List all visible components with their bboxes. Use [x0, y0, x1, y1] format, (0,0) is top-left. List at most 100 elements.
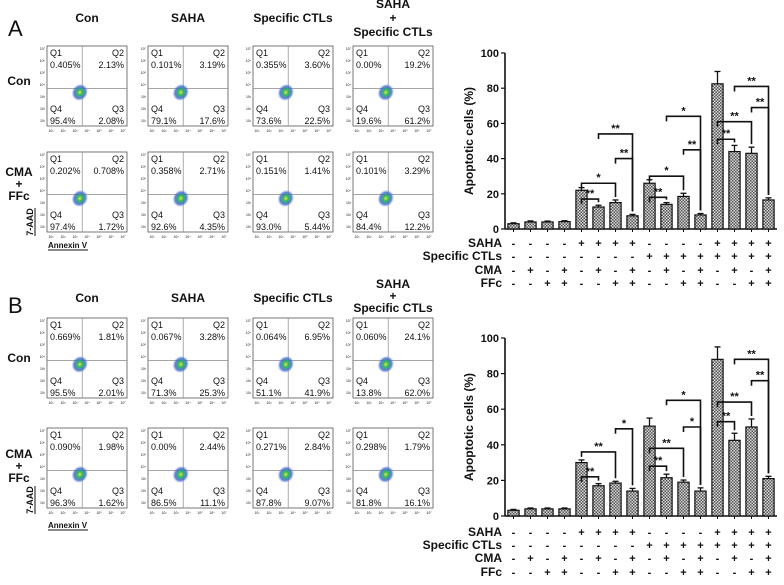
y-tick-label: 10³ [346, 477, 352, 481]
y-tick-label: 10⁵ [141, 177, 147, 181]
x-tick-label: 10⁵ [302, 511, 308, 515]
condition-sign: - [648, 278, 652, 290]
quadrant-value: 0.298% [356, 442, 387, 452]
x-tick-label: 10⁶ [314, 129, 320, 133]
flow-plot: Q1 0.355% Q2 3.60% Q4 73.6% Q3 22.5% 10¹ 10¹ 10² 10… [246, 45, 334, 133]
condition-sign: + [561, 278, 567, 290]
bar [592, 206, 605, 230]
y-tick-label: 10⁷ [346, 319, 352, 323]
quadrant-value: 1.41% [304, 166, 330, 176]
quadrant-label: Q1 [50, 320, 62, 330]
flow-plot: Q1 0.064% Q2 6.95% Q4 51.1% Q3 41.9% 10¹ 10¹ 10² 10… [246, 317, 334, 405]
quadrant-label: Q1 [356, 430, 368, 440]
y-tick-label: 10⁴ [141, 355, 147, 359]
quadrant-value: 0.202% [50, 166, 81, 176]
bar [728, 150, 741, 230]
x-tick-label: 10⁷ [120, 401, 126, 405]
x-tick-label: 10⁶ [209, 129, 215, 133]
condition-sign: + [697, 540, 703, 552]
flow-plot: Q1 0.00% Q2 19.2% Q4 19.6% Q3 61.2% 10¹ 10¹ 10² 10²… [346, 45, 434, 133]
quadrant-label: Q3 [213, 104, 225, 114]
x-tick-label: 10⁴ [84, 235, 90, 239]
condition-sign: - [699, 527, 703, 539]
y-tick-label: 10¹ [246, 501, 252, 505]
bar [558, 221, 571, 230]
y-tick-label: 10⁴ [346, 189, 352, 193]
quadrant-label: Q1 [256, 48, 268, 58]
cell-population [172, 355, 190, 374]
condition-sign: + [731, 238, 737, 250]
y-tick-label: 10² [246, 379, 252, 383]
y-tick-label: 10³ [141, 95, 147, 99]
condition-sign: + [765, 238, 771, 250]
quadrant-label: Q1 [151, 154, 163, 164]
x-tick-label: 10⁵ [402, 511, 408, 515]
y-tick-label: 10⁷ [141, 153, 147, 157]
bar [524, 221, 537, 230]
flow-plot: Q1 0.669% Q2 1.81% Q4 95.5% Q3 2.01% 10¹ 10¹ 10² 10… [40, 317, 128, 405]
condition-label: FFc [481, 276, 503, 290]
y-tick-label: 10⁵ [246, 343, 252, 347]
significance-bracket [716, 420, 736, 431]
quadrant-value: 2.71% [199, 166, 225, 176]
x-tick-label: 10⁷ [326, 129, 332, 133]
y-tick-label: 10⁶ [141, 165, 147, 169]
quadrant-value: 71.3% [151, 388, 177, 398]
condition-sign: - [750, 553, 754, 565]
quadrant-value: 97.4% [50, 222, 76, 232]
condition-sign: - [733, 567, 737, 579]
column-header: Specific CTLs [353, 25, 433, 39]
plot-frame [147, 427, 229, 509]
y-tick-label: 10⁵ [346, 453, 352, 457]
y-tick-label: 10⁴ [246, 189, 252, 193]
significance-label: * [622, 418, 627, 430]
x-tick-label: 10⁷ [426, 511, 432, 515]
quadrant-label: Q1 [50, 48, 62, 58]
condition-sign: - [546, 265, 550, 277]
quadrant-value: 0.669% [50, 332, 81, 342]
quadrant-label: Q2 [213, 48, 225, 58]
condition-sign: + [561, 553, 567, 565]
quadrant-value: 1.79% [404, 442, 430, 452]
quadrant-value: 41.9% [304, 388, 330, 398]
quadrant-label: Q4 [151, 486, 163, 496]
column-header: Specific CTLs [353, 301, 433, 315]
x-axis-label: Annexin V [48, 241, 88, 250]
plot-frame [147, 317, 229, 399]
condition-sign: - [546, 540, 550, 552]
condition-sign: - [682, 553, 686, 565]
condition-sign: - [563, 251, 567, 263]
y-tick-label: 10⁷ [346, 429, 352, 433]
quadrant-value: 19.2% [404, 60, 430, 70]
significance-label: * [681, 105, 686, 117]
condition-sign: + [697, 567, 703, 579]
condition-sign: + [748, 278, 754, 290]
x-tick-label: 10⁷ [426, 401, 432, 405]
row-label: CMA [5, 447, 33, 461]
x-tick-label: 10³ [378, 129, 384, 133]
bar [609, 202, 622, 230]
significance-bracket [648, 465, 668, 472]
bar [762, 199, 775, 230]
y-tick-label: 10⁷ [346, 47, 352, 51]
condition-sign: + [765, 278, 771, 290]
quadrant-value: 0.00% [356, 60, 382, 70]
quadrant-value: 0.405% [50, 60, 81, 70]
quadrant-value: 92.6% [151, 222, 177, 232]
condition-sign: - [648, 265, 652, 277]
column-header: SAHA [376, 277, 410, 291]
condition-sign: + [612, 567, 618, 579]
condition-sign: - [614, 540, 618, 552]
significance-bracket [733, 358, 770, 474]
column-header: + [389, 11, 396, 25]
plot-frame [147, 151, 229, 233]
y-tick-label: 10⁴ [246, 465, 252, 469]
quadrant-label: Q1 [50, 154, 62, 164]
flow-plot: Q1 0.101% Q2 3.29% Q4 84.4% Q3 12.2% 10¹ 10¹ 10² 10… [346, 151, 434, 239]
quadrant-label: Q2 [418, 48, 430, 58]
y-tick-label: 10¹ [346, 391, 352, 395]
x-tick-label: 10⁶ [314, 401, 320, 405]
cell-population [71, 189, 89, 208]
condition-sign: + [646, 251, 652, 263]
